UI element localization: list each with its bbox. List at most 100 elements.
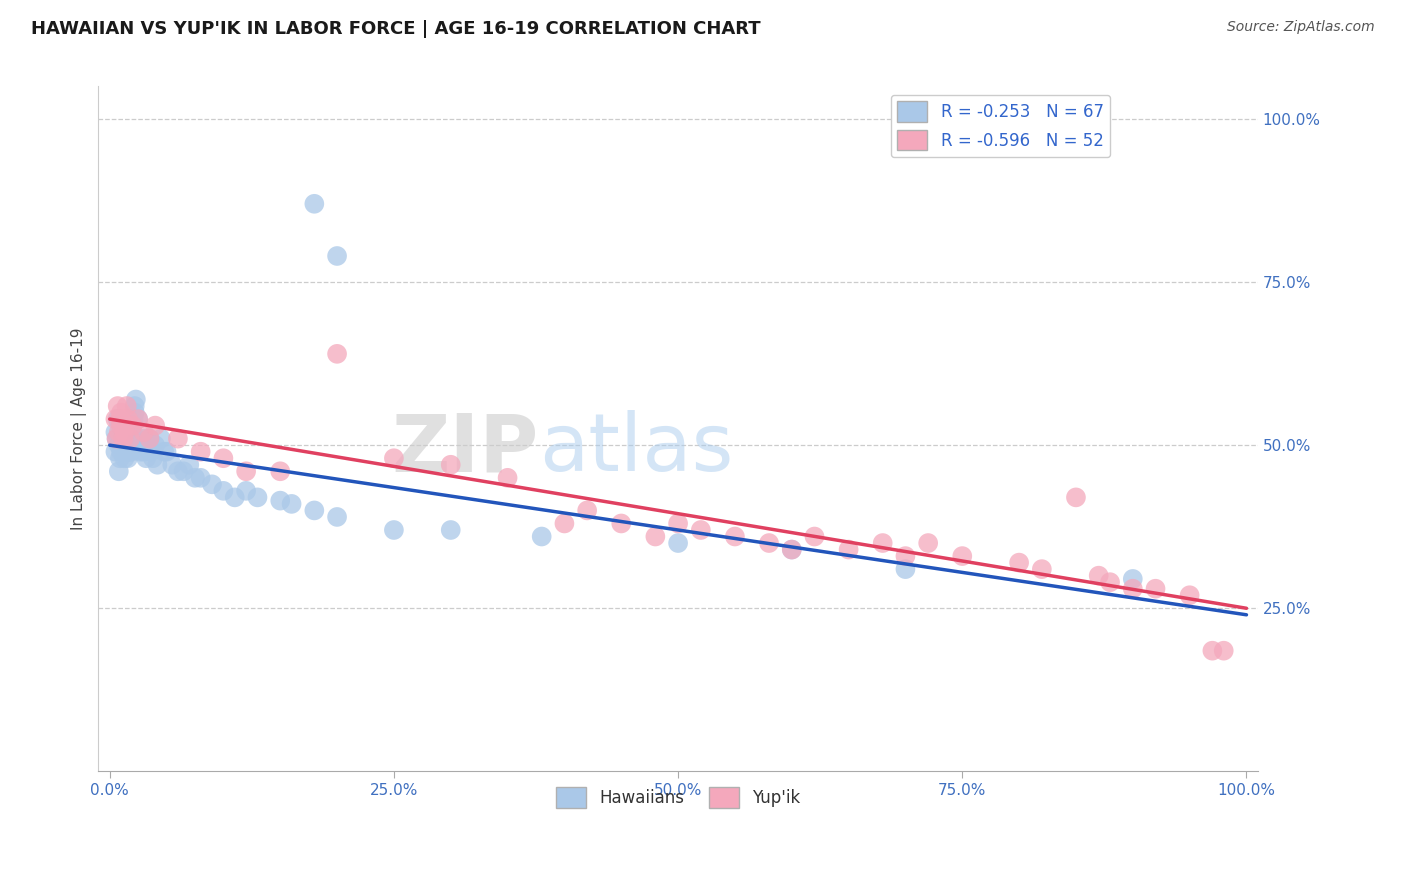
Point [440,523,463,537]
Point [1087,568,1109,582]
Point [530,529,553,543]
Point [382,523,405,537]
Point [136,438,159,452]
Y-axis label: In Labor Force | Age 16-19: In Labor Force | Age 16-19 [72,327,87,530]
Point [326,249,349,263]
Point [124,399,146,413]
Point [689,523,711,537]
Point [114,451,136,466]
Point [758,536,780,550]
Point [108,425,131,439]
Point [142,451,165,466]
Point [149,432,172,446]
Point [132,425,155,439]
Point [1008,556,1031,570]
Point [105,432,128,446]
Point [110,444,132,458]
Point [1122,582,1144,596]
Point [1212,643,1234,657]
Point [304,196,326,211]
Point [872,536,894,550]
Point [576,503,599,517]
Point [110,418,132,433]
Point [1144,582,1167,596]
Point [120,438,142,452]
Point [838,542,860,557]
Point [212,483,235,498]
Point [117,432,139,446]
Point [107,399,129,413]
Point [724,529,747,543]
Point [104,444,127,458]
Point [440,458,463,472]
Point [950,549,973,563]
Point [127,412,149,426]
Point [894,562,917,576]
Text: Source: ZipAtlas.com: Source: ZipAtlas.com [1227,20,1375,34]
Point [121,432,143,446]
Point [235,483,257,498]
Point [135,451,157,466]
Point [190,444,212,458]
Point [382,451,405,466]
Point [235,464,257,478]
Point [1031,562,1053,576]
Point [1122,572,1144,586]
Point [280,497,302,511]
Point [138,432,160,446]
Point [139,444,162,458]
Point [128,438,150,452]
Point [121,418,143,433]
Point [105,432,128,446]
Point [269,493,291,508]
Point [107,412,129,426]
Point [110,406,132,420]
Point [184,471,207,485]
Point [131,438,153,452]
Point [153,444,176,458]
Point [124,406,146,420]
Point [610,516,633,531]
Point [115,399,138,413]
Point [780,542,803,557]
Point [1201,643,1223,657]
Point [179,458,201,472]
Point [269,464,291,478]
Point [115,425,138,439]
Point [104,412,127,426]
Point [304,503,326,517]
Point [1178,588,1201,602]
Point [246,491,269,505]
Point [108,451,131,466]
Point [118,444,141,458]
Point [127,412,149,426]
Point [666,536,689,550]
Point [132,432,155,446]
Point [114,444,136,458]
Point [162,458,184,472]
Point [666,516,689,531]
Point [803,529,825,543]
Text: atlas: atlas [538,410,734,489]
Point [201,477,224,491]
Point [644,529,666,543]
Point [167,432,190,446]
Point [326,347,349,361]
Point [155,444,177,458]
Point [167,464,190,478]
Point [224,491,246,505]
Point [326,510,349,524]
Point [190,471,212,485]
Point [114,425,136,439]
Point [138,432,160,446]
Point [173,464,195,478]
Point [120,432,142,446]
Point [108,438,131,452]
Point [117,451,139,466]
Point [894,549,917,563]
Point [125,392,148,407]
Legend: Hawaiians, Yup'ik: Hawaiians, Yup'ik [548,780,807,814]
Point [1064,491,1087,505]
Point [132,444,155,458]
Point [120,444,142,458]
